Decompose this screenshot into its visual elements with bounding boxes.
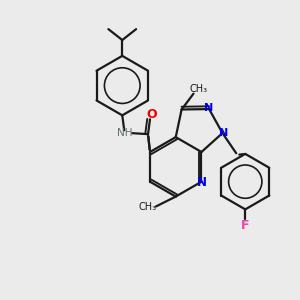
Text: O: O	[147, 108, 157, 121]
Text: N: N	[205, 103, 214, 113]
Text: N: N	[219, 128, 228, 138]
Text: F: F	[241, 219, 250, 232]
Text: NH: NH	[118, 128, 133, 138]
Text: N: N	[196, 176, 206, 189]
Text: CH₃: CH₃	[189, 84, 208, 94]
Text: CH₃: CH₃	[139, 202, 157, 212]
